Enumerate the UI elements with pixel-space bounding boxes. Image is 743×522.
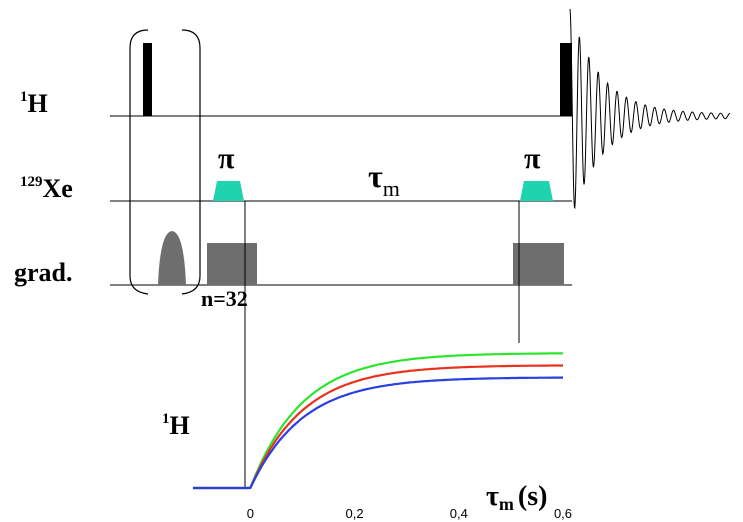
chart-y-label: 1H [162, 411, 190, 440]
series-line-0 [193, 352, 563, 490]
pi-label-1: π [218, 142, 235, 175]
x-tick-label: 0,2 [346, 506, 364, 521]
x-tick-label: 0,6 [554, 506, 572, 521]
h-channel-label: 1H [20, 89, 48, 118]
grad-channel-label: grad. [14, 258, 73, 287]
xe-channel-label: 129Xe [20, 174, 73, 203]
x-tick-label: 0 [247, 506, 254, 521]
loop-bracket [129, 29, 201, 295]
crusher-gradient-2 [513, 243, 564, 285]
shaped-gradient [158, 231, 186, 285]
xe-pi-pulse-1 [213, 181, 244, 201]
buildup-chart: 0 0,2 0,4 0,6 [193, 352, 572, 521]
h-pulse-1 [143, 43, 152, 116]
chart-x-label: τm (s) [486, 481, 547, 514]
crusher-gradient-1 [207, 243, 257, 285]
delay-label: τm [368, 158, 400, 201]
pi-label-2: π [524, 142, 541, 175]
x-tick-label: 0,4 [450, 506, 468, 521]
xe-pi-pulse-2 [520, 181, 553, 201]
series-line-2 [193, 376, 563, 490]
h-pulse-2 [560, 43, 572, 116]
loop-count-label: n=32 [201, 286, 248, 311]
series-line-1 [193, 364, 563, 490]
fid-signal [569, 8, 731, 210]
